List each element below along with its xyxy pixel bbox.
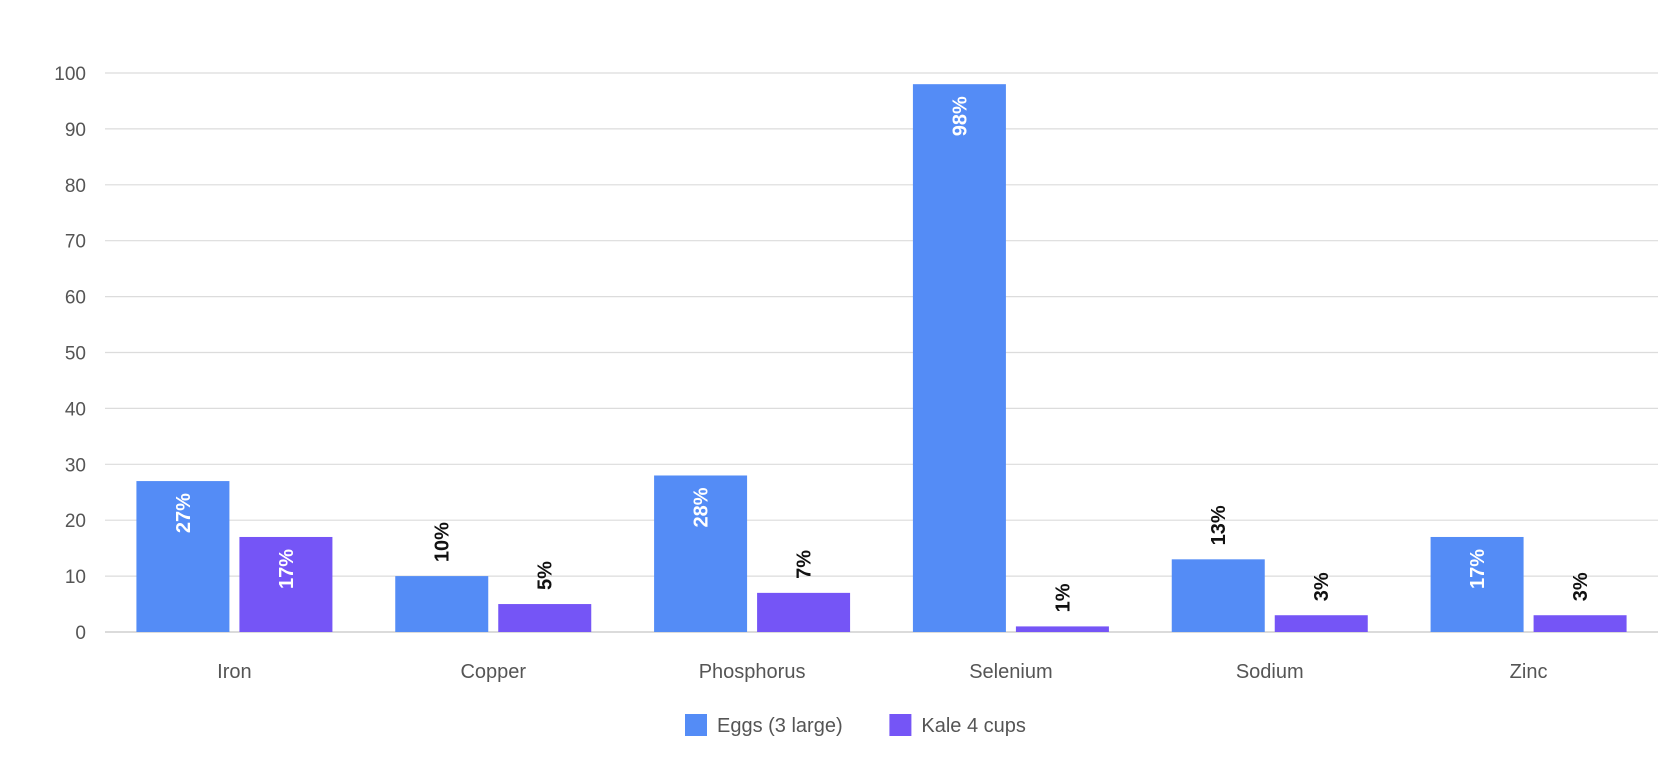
bar-phosphorus-series-0 [654,475,748,632]
data-label: 3% [1570,572,1592,601]
bar-selenium-series-0 [912,84,1006,633]
y-axis: 0 10 20 30 40 50 60 70 80 90 100 [54,64,86,644]
legend-swatch [889,714,912,736]
x-tick-label: Zinc [1510,661,1548,683]
y-tick-label: 50 [65,344,86,365]
y-tick-label: 0 [75,623,86,644]
x-tick-label: Sodium [1236,661,1304,683]
y-tick-label: 100 [54,64,86,85]
y-tick-label: 90 [65,120,86,141]
x-tick-label: Iron [217,661,251,683]
y-tick-label: 30 [65,455,86,476]
bar-selenium-series-1 [1015,626,1109,632]
legend-label: Kale 4 cups [921,715,1026,737]
legend-label: Eggs (3 large) [717,715,843,737]
data-label: 5% [535,561,557,590]
bar-phosphorus-series-1 [757,592,851,632]
data-label: 3% [1311,572,1333,601]
bar-sodium-series-1 [1274,615,1368,632]
bar-copper-series-0 [395,576,489,632]
x-tick-label: Copper [460,661,526,683]
bar-zinc-series-0 [1430,536,1524,632]
bar-iron-series-0 [136,481,230,632]
bars: 27% 17% 10% 5% 28% 7% 98% 1% 13% 3% 17% 3% [136,84,1627,633]
y-tick-label: 70 [65,232,86,253]
bar-copper-series-1 [498,604,592,632]
data-label: 17% [1467,549,1489,589]
x-tick-label: Selenium [969,661,1052,683]
legend: Eggs (3 large) Kale 4 cups [685,714,1026,737]
legend-swatch [685,714,707,736]
y-tick-label: 40 [65,399,86,420]
bar-iron-series-1 [239,536,333,632]
data-label: 98% [949,96,971,136]
data-label: 28% [691,487,713,527]
y-tick-label: 20 [65,511,86,532]
y-tick-label: 10 [65,567,86,588]
x-tick-label: Phosphorus [699,661,806,683]
bar-sodium-series-0 [1171,559,1265,632]
y-tick-label: 80 [65,176,86,197]
data-label: 1% [1052,583,1074,612]
data-label: 10% [432,522,454,562]
data-label: 17% [276,549,298,589]
data-label: 27% [173,493,195,533]
y-tick-label: 60 [65,288,86,309]
bar-zinc-series-1 [1533,615,1627,632]
grid-lines [105,72,1658,633]
data-label: 7% [794,550,816,579]
x-axis: Iron Copper Phosphorus Selenium Sodium Zinc [217,661,1547,683]
data-label: 13% [1208,505,1230,545]
